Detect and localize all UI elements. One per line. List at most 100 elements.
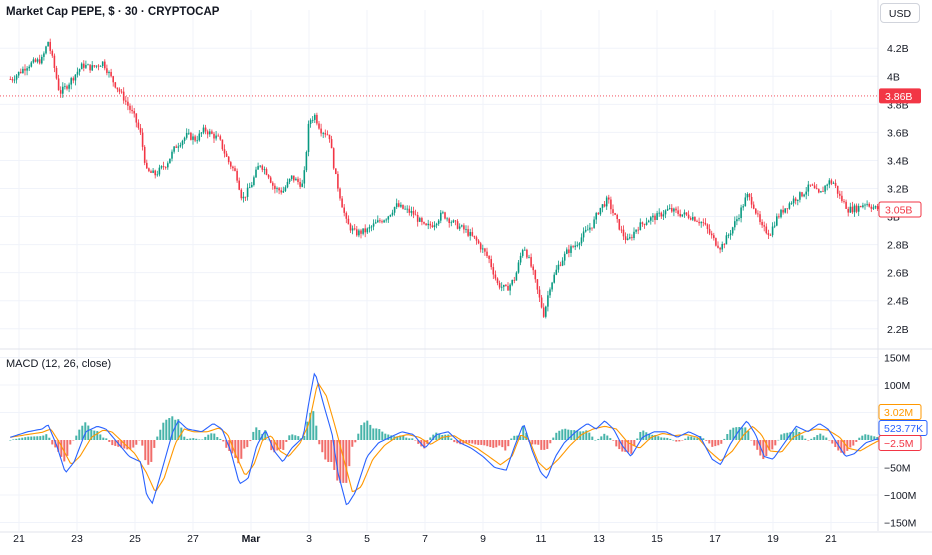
candle-body bbox=[276, 188, 278, 190]
macd-histogram-bar bbox=[726, 434, 729, 440]
candle-body bbox=[89, 64, 91, 71]
macd-histogram-bar bbox=[285, 440, 288, 442]
macd-histogram-bar bbox=[534, 440, 537, 445]
candle-body bbox=[55, 67, 58, 79]
candle-body bbox=[139, 127, 142, 133]
candle-body bbox=[536, 279, 539, 290]
macd-histogram-bar bbox=[405, 437, 408, 440]
macd-histogram-bar bbox=[129, 440, 132, 450]
price-tag: 3.05B bbox=[878, 201, 922, 218]
macd-histogram-bar bbox=[345, 440, 348, 483]
candle-body bbox=[288, 178, 291, 182]
macd-histogram-bar bbox=[633, 440, 636, 447]
candle-body bbox=[509, 284, 511, 291]
macd-histogram-bar bbox=[543, 440, 546, 450]
macd-histogram-bar bbox=[828, 440, 831, 441]
macd-histogram-bar bbox=[825, 437, 828, 440]
candle-body bbox=[469, 232, 471, 236]
macd-histogram-bar bbox=[144, 440, 147, 461]
candle-body bbox=[141, 132, 144, 147]
candle-body bbox=[152, 170, 154, 173]
macd-histogram-bar bbox=[453, 440, 456, 443]
macd-histogram-bar bbox=[612, 440, 615, 441]
candle-body bbox=[131, 109, 133, 112]
macd-histogram-bar bbox=[90, 429, 93, 440]
price-tag-label: 3.05B bbox=[885, 205, 912, 217]
candle-body bbox=[561, 260, 564, 266]
time-tick-label: 19 bbox=[767, 533, 779, 545]
candle-body bbox=[708, 228, 711, 234]
candle-body bbox=[507, 285, 509, 291]
candle-body bbox=[645, 222, 648, 225]
candle-body bbox=[324, 133, 327, 135]
macd-histogram-bar bbox=[513, 435, 516, 440]
time-tick-label: 5 bbox=[364, 533, 370, 545]
candle-body bbox=[631, 237, 633, 239]
macd-histogram-bar bbox=[600, 436, 603, 440]
candle-body bbox=[860, 206, 862, 208]
candle-body bbox=[545, 306, 547, 317]
candle-body bbox=[164, 167, 167, 168]
candle-body bbox=[414, 214, 417, 216]
candle-body bbox=[206, 131, 209, 135]
candle-body bbox=[171, 151, 173, 159]
candle-body bbox=[465, 229, 467, 230]
candle-body bbox=[841, 195, 843, 202]
macd-histogram-bar bbox=[96, 431, 99, 440]
candle-body bbox=[15, 75, 18, 80]
macd-histogram-bar bbox=[435, 432, 438, 440]
candle-body bbox=[700, 222, 702, 224]
candle-body bbox=[500, 286, 503, 288]
macd-histogram-bar bbox=[99, 434, 102, 440]
candle-body bbox=[715, 238, 717, 246]
macd-histogram-bar bbox=[732, 427, 735, 440]
macd-histogram-bar bbox=[867, 434, 870, 440]
candle-body bbox=[608, 197, 610, 200]
macd-histogram-bar bbox=[72, 440, 75, 441]
macd-histogram-bar bbox=[684, 438, 687, 440]
candle-body bbox=[248, 187, 251, 189]
candle-body bbox=[490, 259, 492, 268]
candle-body bbox=[767, 233, 770, 236]
candle-body bbox=[43, 53, 45, 57]
macd-histogram-bar bbox=[357, 433, 360, 440]
candle-body bbox=[391, 212, 394, 215]
candle-body bbox=[156, 174, 159, 176]
candle-body bbox=[719, 247, 721, 250]
macd-histogram-bar bbox=[324, 440, 327, 460]
candle-body bbox=[467, 229, 469, 236]
macd-histogram-bar bbox=[765, 440, 768, 457]
candle-body bbox=[782, 209, 784, 213]
candle-body bbox=[786, 208, 789, 210]
macd-tick-label: −100M bbox=[884, 490, 916, 502]
candle-body bbox=[820, 191, 822, 193]
macd-histogram-bar bbox=[66, 440, 69, 456]
macd-tick-label: −50M bbox=[884, 463, 911, 475]
macd-histogram-bar bbox=[399, 435, 402, 440]
candle-body bbox=[366, 228, 369, 233]
macd-histogram-bar bbox=[696, 438, 699, 440]
candle-body bbox=[717, 245, 719, 248]
candle-body bbox=[652, 215, 654, 218]
candle-body bbox=[805, 191, 807, 195]
macd-histogram-bar bbox=[153, 440, 156, 448]
candle-body bbox=[450, 222, 453, 224]
currency-button[interactable]: USD bbox=[880, 3, 920, 23]
macd-histogram-bar bbox=[771, 440, 774, 450]
macd-histogram-bar bbox=[678, 440, 681, 442]
macd-histogram-bar bbox=[801, 435, 804, 440]
candle-body bbox=[599, 207, 602, 215]
candle-body bbox=[803, 194, 805, 197]
candle-body bbox=[204, 127, 207, 132]
candle-body bbox=[673, 208, 675, 212]
macd-histogram-bar bbox=[189, 438, 192, 440]
macd-histogram-bar bbox=[303, 435, 306, 440]
price-tick-label: 2.4B bbox=[887, 296, 909, 308]
candle-body bbox=[274, 185, 276, 190]
macd-histogram-bar bbox=[87, 425, 90, 440]
macd-histogram-bar bbox=[465, 440, 468, 444]
candle-body bbox=[293, 175, 295, 181]
macd-histogram-bar bbox=[756, 440, 759, 450]
candle-body bbox=[597, 213, 600, 215]
